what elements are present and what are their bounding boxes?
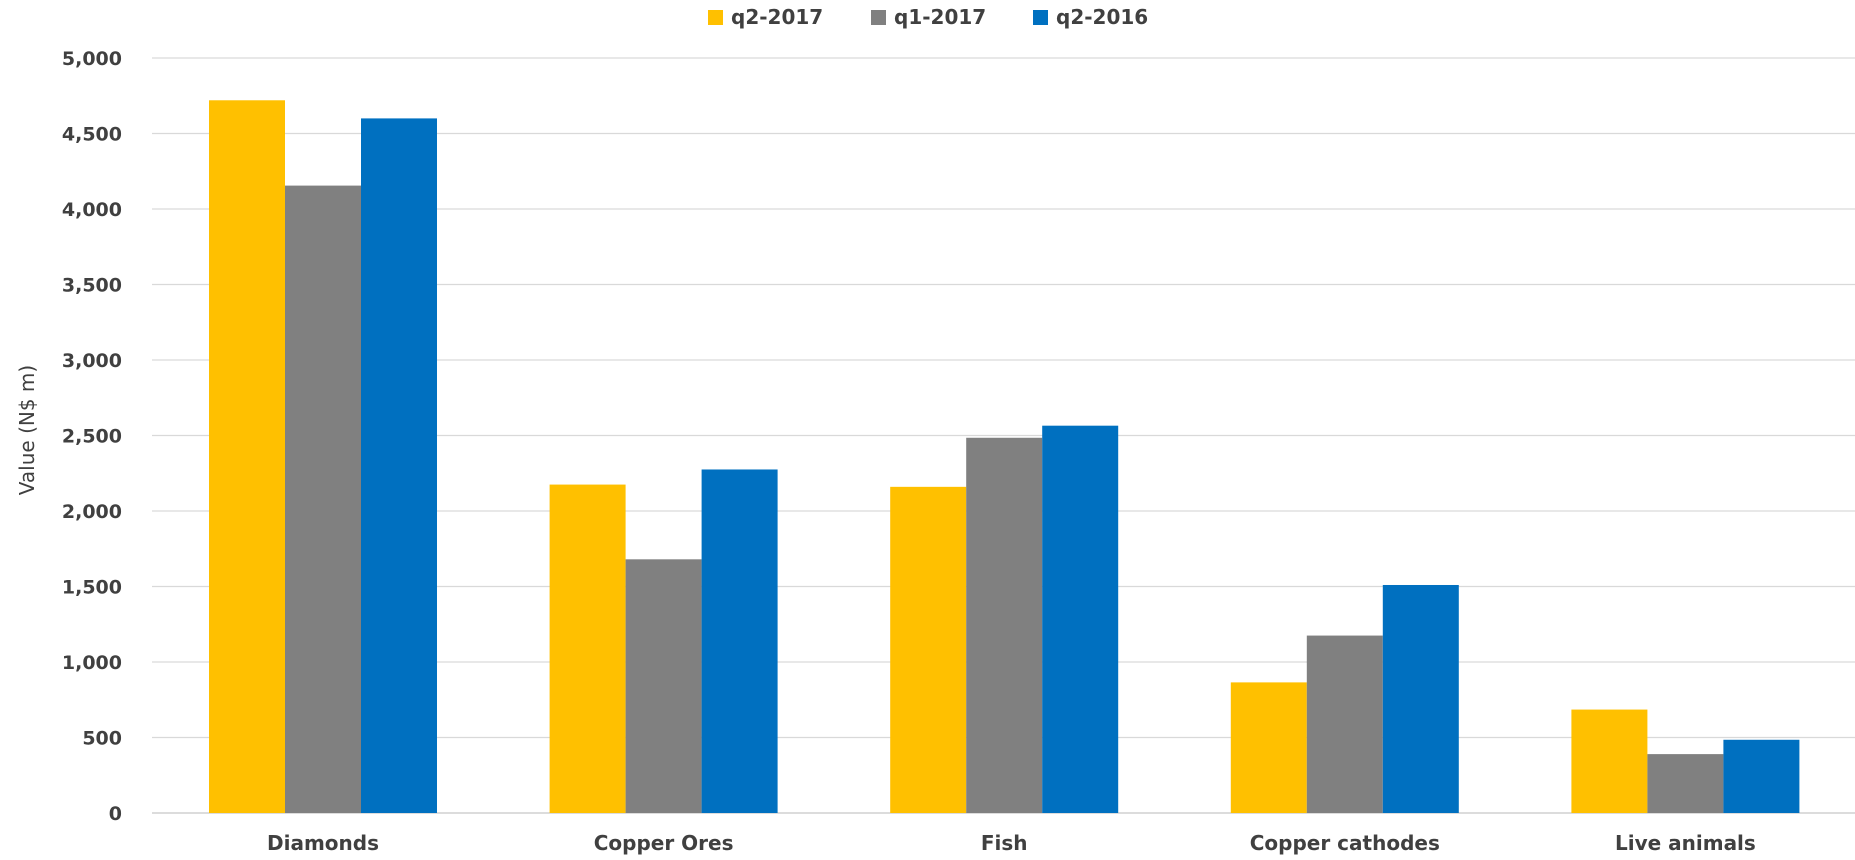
bar-q2-2016-copper-ores: [701, 469, 778, 813]
x-tick-label: Copper cathodes: [1250, 831, 1440, 855]
bar-q2-2017-diamonds: [209, 100, 285, 813]
bar-q2-2017-copper-ores: [549, 484, 626, 813]
x-tick-label: Diamonds: [267, 831, 379, 855]
y-tick-label: 2,500: [62, 426, 122, 448]
y-tick-label: 3,500: [62, 275, 122, 297]
bar-q2-2017-copper-cathodes: [1230, 682, 1307, 813]
bar-q1-2017-diamonds: [285, 185, 361, 814]
legend-swatch: [1033, 10, 1048, 25]
bar-q1-2017-fish: [966, 437, 1043, 813]
y-tick-label: 0: [109, 803, 122, 825]
y-tick-label: 4,500: [62, 124, 122, 146]
bar-q2-2016-copper-cathodes: [1382, 584, 1459, 813]
y-tick-label: 5,000: [62, 48, 122, 70]
y-axis-ticks: 0 500 1,000 1,500 2,000 2,500 3,000 3,500 4,000 4…: [62, 48, 122, 825]
x-axis-ticks: Diamonds Copper Ores Fish Copper cathodes Li…: [267, 831, 1756, 855]
x-tick-label: Live animals: [1615, 831, 1756, 855]
bar-q2-2017-live-animals: [1571, 709, 1648, 813]
x-tick-label: Copper Ores: [594, 831, 734, 855]
legend-swatch: [708, 10, 723, 25]
legend-label: q2-2017: [731, 5, 823, 29]
x-tick-label: Fish: [981, 831, 1028, 855]
y-tick-label: 1,000: [62, 652, 122, 674]
y-axis-label: Value (N$ m): [15, 365, 39, 495]
y-tick-label: 500: [82, 728, 122, 750]
y-tick-label: 2,000: [62, 501, 122, 523]
bar-q2-2016-diamonds: [361, 118, 437, 813]
legend-label: q1-2017: [894, 5, 986, 29]
legend-label: q2-2016: [1056, 5, 1148, 29]
y-tick-label: 3,000: [62, 350, 122, 372]
y-tick-label: 4,000: [62, 199, 122, 221]
bars: [209, 100, 1800, 814]
bar-q1-2017-live-animals: [1647, 754, 1724, 813]
bar-q2-2016-live-animals: [1723, 739, 1800, 813]
bar-q1-2017-copper-ores: [625, 559, 702, 813]
legend-swatch: [871, 10, 886, 25]
bar-q1-2017-copper-cathodes: [1306, 635, 1383, 813]
bar-q2-2016-fish: [1042, 425, 1119, 813]
bar-q2-2017-fish: [890, 486, 967, 813]
y-tick-label: 1,500: [62, 577, 122, 599]
legend: q2-2017 q1-2017 q2-2016: [708, 5, 1148, 29]
